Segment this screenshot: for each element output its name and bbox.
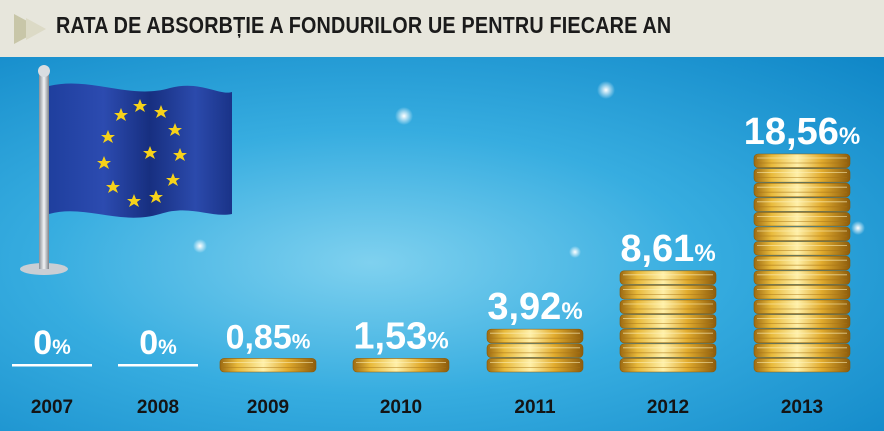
coin: [619, 299, 717, 314]
coin: [753, 197, 851, 212]
coin: [486, 358, 584, 373]
bar-2011: [486, 328, 584, 373]
coin: [352, 358, 450, 373]
arrow-inner-icon: [26, 18, 46, 40]
coin: [619, 328, 717, 344]
coin: [619, 270, 717, 285]
coin: [753, 299, 851, 314]
bar-2010: [352, 358, 450, 373]
coin: [753, 153, 851, 168]
bars: [12, 153, 851, 373]
coin: [619, 343, 717, 358]
year-label-2013: 2013: [781, 397, 823, 418]
value-label-2009: 0,85%: [226, 318, 311, 356]
zero-line: [118, 364, 198, 367]
header-bar: RATA DE ABSORBȚIE A FONDURILOR UE PENTRU…: [0, 0, 884, 57]
coin: [619, 314, 717, 329]
bar-2009: [219, 358, 317, 373]
bar-2013: [753, 153, 851, 373]
value-label-2008: 0%: [139, 324, 177, 362]
coin: [753, 241, 851, 256]
zero-line: [12, 364, 92, 367]
coin: [486, 343, 584, 358]
eu-flag-icon: [20, 65, 232, 275]
coin: [753, 255, 851, 271]
coin: [753, 314, 851, 329]
bar-2007: [12, 364, 92, 367]
value-label-2007: 0%: [33, 324, 71, 362]
value-labels: 0% 0% 0,85% 1,53% 3,92% 8,61% 18,56%: [33, 111, 860, 362]
coin: [619, 358, 717, 373]
year-label-2010: 2010: [380, 397, 422, 418]
coin: [753, 182, 851, 198]
coin: [753, 270, 851, 285]
coin: [619, 285, 717, 300]
coin: [753, 285, 851, 300]
coin: [753, 226, 851, 241]
coin: [219, 358, 317, 373]
coin: [753, 212, 851, 227]
coin: [486, 328, 584, 344]
sparkles: [193, 81, 865, 258]
year-label-2009: 2009: [247, 397, 289, 418]
year-label-2012: 2012: [647, 397, 689, 418]
value-label-2013: 18,56%: [744, 111, 860, 153]
coin: [753, 328, 851, 344]
bar-2008: [118, 364, 198, 367]
year-label-2008: 2008: [137, 397, 179, 418]
coin: [753, 168, 851, 183]
year-label-2011: 2011: [514, 397, 556, 418]
value-label-2011: 3,92%: [487, 286, 582, 328]
value-label-2012: 8,61%: [620, 228, 715, 270]
chart-title: RATA DE ABSORBȚIE A FONDURILOR UE PENTRU…: [56, 12, 672, 38]
value-label-2010: 1,53%: [353, 315, 448, 357]
bar-2012: [619, 270, 717, 373]
year-labels: 2007 2008 2009 2010 2011 2012 2013: [31, 397, 823, 418]
year-label-2007: 2007: [31, 397, 73, 418]
coin: [753, 343, 851, 358]
coin: [753, 358, 851, 373]
